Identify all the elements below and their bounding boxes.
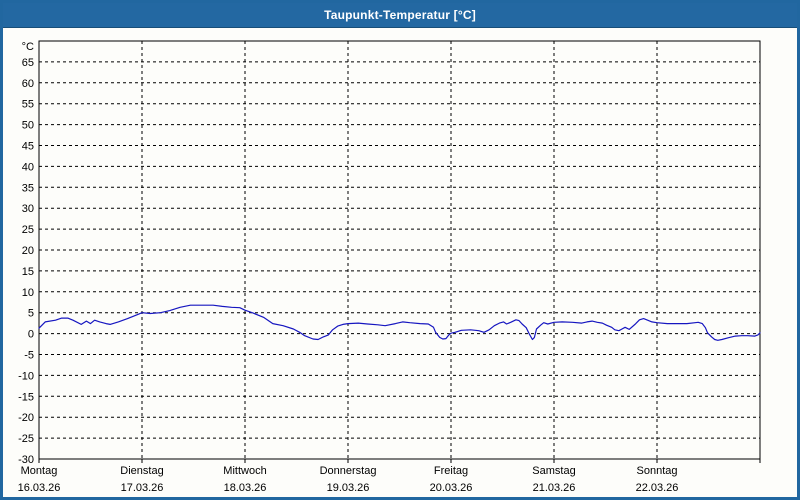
y-axis-tick-label: -5: [24, 350, 34, 362]
y-axis-tick-label: 65: [22, 57, 34, 69]
chart-area: 65 60 55 50 45 40 35 30 25 20 15 10 5 0 -5 -10 -15 -20 -25…: [3, 28, 797, 497]
y-axis-unit-label: °C: [22, 41, 34, 53]
dew-point-temperature-chart: 65605550454035302520151050-5-10-15-20-25…: [18, 40, 761, 494]
y-axis-tick-label: -30: [18, 454, 34, 466]
y-axis-tick-label: 5: [28, 308, 34, 320]
x-axis-date-label: 17.03.26: [121, 482, 164, 494]
plot-border: [38, 40, 761, 460]
window-titlebar: Taupunkt-Temperatur [°C]: [3, 3, 797, 28]
window-title: Taupunkt-Temperatur [°C]: [324, 8, 476, 22]
x-axis-date-label: 20.03.26: [430, 482, 473, 494]
x-axis-date-label: 16.03.26: [18, 482, 61, 494]
x-axis-date-label: 22.03.26: [636, 482, 679, 494]
y-axis-tick-label: -15: [18, 391, 34, 403]
x-axis-date-label: 19.03.26: [327, 482, 370, 494]
y-axis-tick-label: 30: [22, 203, 34, 215]
y-axis-tick-label: 60: [22, 78, 34, 90]
y-axis-tick-label: 50: [22, 120, 34, 132]
x-axis-day-label: Samstag: [532, 465, 575, 477]
y-axis-tick-label: -10: [18, 370, 34, 382]
x-axis-day-label: Freitag: [434, 465, 468, 477]
y-axis-tick-label: 45: [22, 141, 34, 153]
y-axis-tick-label: 10: [22, 287, 34, 299]
x-axis-date-label: 18.03.26: [224, 482, 267, 494]
y-axis-tick-label: 0: [28, 329, 34, 341]
y-axis-tick-label: 40: [22, 161, 34, 173]
x-axis-day-label: Sonntag: [637, 465, 678, 477]
x-axis-day-label: Donnerstag: [320, 465, 377, 477]
y-axis-tick-label: 20: [22, 245, 34, 257]
y-axis-tick-label: 25: [22, 224, 34, 236]
x-axis-day-label: Mittwoch: [223, 465, 266, 477]
dew-point-series-line: [38, 304, 761, 341]
y-axis-tick-label: 35: [22, 182, 34, 194]
x-axis-day-label: Dienstag: [120, 465, 163, 477]
x-axis-date-label: 21.03.26: [533, 482, 576, 494]
y-axis-tick-label: 55: [22, 99, 34, 111]
x-axis-day-label: Montag: [21, 465, 58, 477]
y-axis-tick-label: 15: [22, 266, 34, 278]
y-axis-tick-label: -25: [18, 433, 34, 445]
y-axis-tick-label: -20: [18, 412, 34, 424]
